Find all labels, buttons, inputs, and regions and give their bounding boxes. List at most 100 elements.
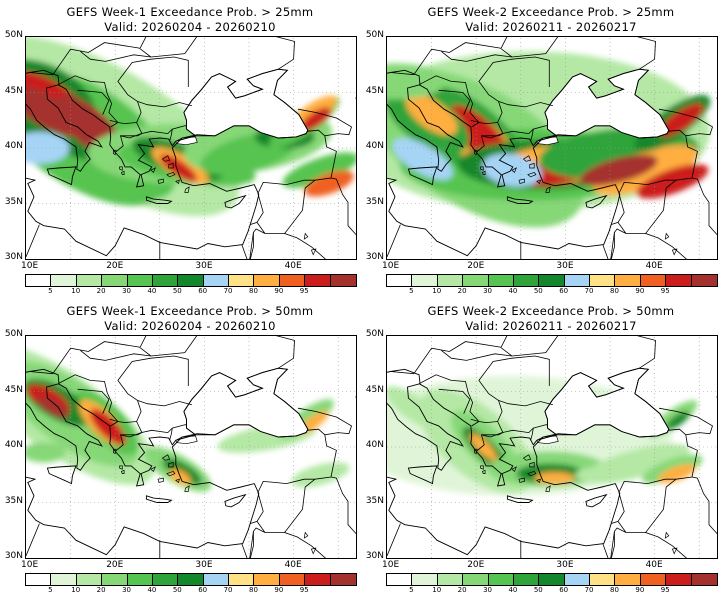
colorbar-level-label: 90 xyxy=(635,586,645,594)
map-frame xyxy=(25,335,357,559)
colorbar-level-label: 90 xyxy=(274,287,284,295)
country-border xyxy=(500,37,656,70)
country-border xyxy=(117,355,189,401)
island-coast xyxy=(522,155,532,162)
country-border xyxy=(169,428,173,441)
island-coast xyxy=(175,179,180,185)
latitude-label: 35N xyxy=(4,495,23,506)
probability-contour xyxy=(534,472,575,485)
island-coast xyxy=(518,477,525,483)
probability-map xyxy=(26,336,356,558)
probability-contour xyxy=(659,103,704,137)
probability-contour xyxy=(26,85,78,133)
colorbar-swatch xyxy=(254,574,280,585)
colorbar-level-label: 20 xyxy=(96,586,106,594)
longitude-label: 20E xyxy=(106,560,124,570)
island-coast xyxy=(529,462,535,468)
colorbar-swatch xyxy=(539,275,565,286)
probability-contour xyxy=(387,386,443,430)
crete-coast xyxy=(145,196,173,204)
colorbar-swatch xyxy=(437,275,464,286)
latitude-label: 40N xyxy=(365,440,384,450)
country-border xyxy=(481,125,548,139)
black-sea-coast xyxy=(544,68,670,139)
country-border xyxy=(241,531,254,558)
colorbar-swatch xyxy=(539,574,565,585)
colorbar-level-label: 70 xyxy=(223,287,233,295)
country-border xyxy=(387,523,401,556)
probability-contour xyxy=(657,464,696,484)
colorbar-level-label: 30 xyxy=(122,287,131,295)
island-coast xyxy=(161,155,171,162)
black-sea-coast xyxy=(183,367,309,438)
island-coast xyxy=(303,531,309,539)
colorbar-swatch xyxy=(463,275,489,286)
probability-contour xyxy=(291,462,350,488)
country-border xyxy=(330,476,356,535)
colorbar-swatch xyxy=(463,574,489,585)
colorbar-level-label: 5 xyxy=(48,586,53,594)
latitude-label: 40N xyxy=(365,141,384,151)
latitude-label: 50N xyxy=(4,329,23,339)
island-coast xyxy=(150,466,156,472)
panel-title: GEFS Week-1 Exceedance Prob. > 25mm xyxy=(66,5,314,19)
crete-coast xyxy=(506,196,534,204)
colorbar-swatch xyxy=(615,275,641,286)
black-sea xyxy=(183,368,308,437)
island-coast xyxy=(518,178,525,184)
marmara-coast xyxy=(536,435,559,445)
island-coast xyxy=(671,547,678,555)
colorbar-level-label: 95 xyxy=(660,586,670,594)
colorbar-swatch xyxy=(564,275,590,286)
colorbar-swatch xyxy=(513,574,540,585)
country-border xyxy=(478,355,550,401)
latitude-label: 45N xyxy=(365,85,384,96)
cyprus-coast xyxy=(585,493,608,508)
panel-title: GEFS Week-1 Exceedance Prob. > 50mm xyxy=(66,304,314,318)
colorbar-level-label: 80 xyxy=(248,586,258,594)
latitude-label: 35N xyxy=(365,495,384,506)
marmara-coast xyxy=(536,136,559,146)
probability-map xyxy=(387,336,717,558)
country-border xyxy=(120,125,187,139)
country-border xyxy=(120,424,187,438)
country-border xyxy=(57,75,119,128)
colorbar-swatch xyxy=(387,574,413,585)
colorbar-level-label: 10 xyxy=(432,586,442,594)
longitude-label: 40E xyxy=(284,560,302,570)
italy-coast xyxy=(26,368,103,471)
country-border xyxy=(658,407,713,436)
colorbar-swatch xyxy=(279,574,306,585)
country-border xyxy=(387,224,401,257)
colorbar-swatch xyxy=(76,275,103,286)
longitude-label: 10E xyxy=(21,261,39,271)
black-sea-coast xyxy=(183,68,309,139)
country-border xyxy=(249,193,264,225)
longitude-label: 40E xyxy=(645,261,663,271)
colorbar-swatch xyxy=(666,275,692,286)
country-border xyxy=(139,37,295,70)
country-border xyxy=(478,56,550,102)
latitude-label: 50N xyxy=(4,30,23,40)
country-border xyxy=(117,56,189,102)
colorbar-level-label: 80 xyxy=(609,287,619,295)
latitude-label: 40N xyxy=(4,141,23,151)
sicily-coast xyxy=(407,465,438,485)
country-border xyxy=(77,89,110,115)
island-coast xyxy=(664,531,670,539)
colorbar-swatch xyxy=(387,275,413,286)
colorbar-swatch xyxy=(51,574,77,585)
colorbar-swatch xyxy=(488,574,514,585)
colorbar-swatch xyxy=(178,275,204,286)
island-coast xyxy=(527,470,537,477)
country-border xyxy=(330,177,356,236)
colorbar xyxy=(25,573,357,586)
country-border xyxy=(26,224,40,257)
map-frame xyxy=(386,335,718,559)
island-coast xyxy=(120,469,125,474)
probability-map xyxy=(387,37,717,259)
country-border xyxy=(139,336,295,369)
cyprus-coast xyxy=(224,493,247,508)
latitude-label: 30N xyxy=(4,551,23,561)
colorbar-swatch xyxy=(412,574,438,585)
